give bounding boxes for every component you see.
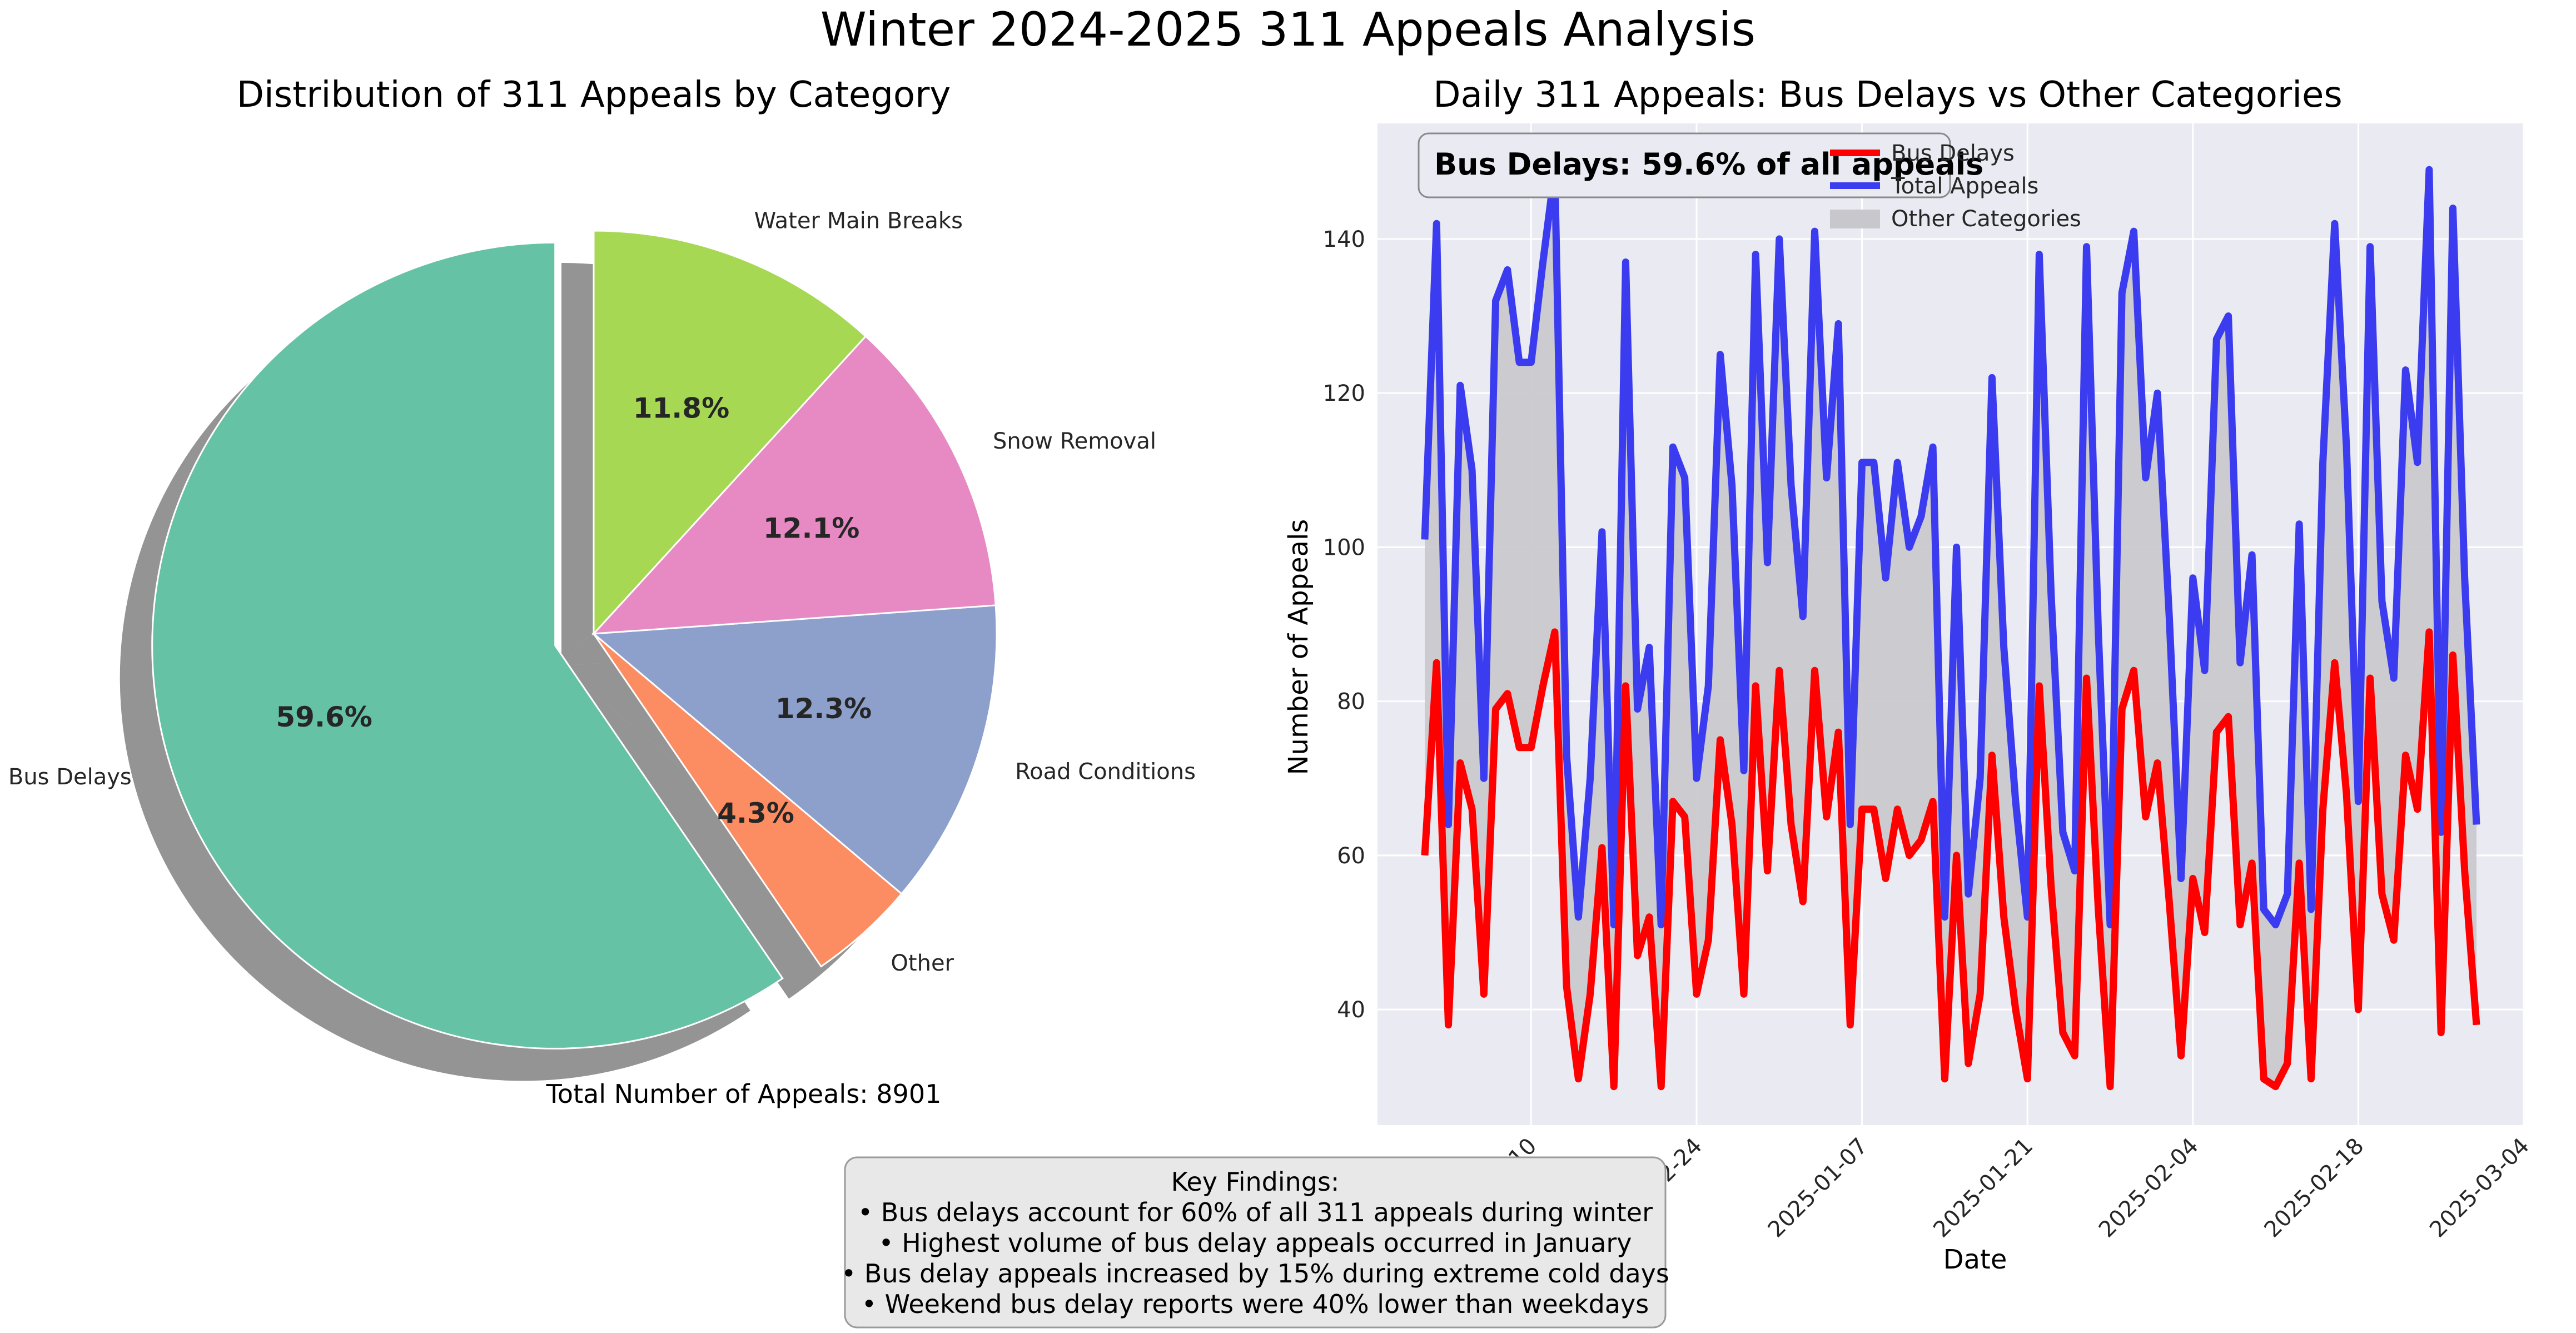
pie-pct-label-snow-removal: 12.1%: [763, 513, 859, 545]
x-tick-label-2025-02-04: 2025-02-04: [2094, 1133, 2204, 1243]
y-axis-ticks: 40 60 80 100 120 140: [1323, 227, 1365, 1023]
pie-slice-road-conditions: [591, 604, 998, 895]
x-axis-label: Date: [1943, 1244, 2007, 1275]
annotation-box: Bus Delays: 59.6% of all appeals: [1418, 132, 1983, 198]
annotation-text: Bus Delays: 59.6% of all appeals: [1434, 147, 1983, 182]
y-tick-label-80: 80: [1337, 689, 1365, 715]
y-tick-label-140: 140: [1323, 227, 1365, 252]
figure-title: Winter 2024-2025 311 Appeals Analysis: [820, 2, 1756, 57]
pie-label-other: Other: [891, 951, 954, 976]
key-findings-box: Key Findings: • Bus delays account for 6…: [841, 1156, 1669, 1329]
pie-slice-bus-delays: [151, 241, 784, 1050]
pie-pct-label-other: 4.3%: [717, 797, 794, 829]
pie-label-water-main-breaks: Water Main Breaks: [754, 208, 963, 234]
y-tick-label-60: 60: [1337, 843, 1365, 869]
total-appeals-line: [1421, 166, 2480, 929]
annotation-frame: [1418, 132, 1951, 198]
total-appeals-text: Total Number of Appeals: 8901: [546, 1079, 942, 1109]
pie-slices: [151, 230, 998, 1050]
key-findings-frame: [844, 1156, 1667, 1329]
line-chart-title: Daily 311 Appeals: Bus Delays vs Other C…: [1433, 74, 2342, 116]
y-tick-label-120: 120: [1323, 381, 1365, 406]
legend-other-categories-label: Other Categories: [1891, 206, 2081, 232]
bus-delays-line: [1421, 628, 2480, 1091]
key-finding-2: • Highest volume of bus delay appeals oc…: [878, 1228, 1632, 1258]
x-tick-label-2025-03-04: 2025-03-04: [2425, 1133, 2534, 1243]
pie-slice-water-main-breaks: [593, 230, 867, 636]
pie-labels: 59.6% Bus Delays 4.3% Other 12.3% Road Condit…: [8, 208, 1196, 976]
legend: Bus Delays Total Appeals Other Categorie…: [1830, 141, 2081, 232]
pie-chart-title: Distribution of 311 Appeals by Category: [237, 74, 951, 116]
pie-pct-label-water-main-breaks: 11.8%: [633, 392, 729, 424]
pie-pct-label-road-conditions: 12.3%: [775, 693, 872, 725]
legend-other-categories-swatch: [1830, 210, 1880, 228]
key-finding-1: • Bus delays account for 60% of all 311 …: [858, 1197, 1653, 1227]
pie-chart: Distribution of 311 Appeals by Category …: [8, 74, 1196, 1109]
line-chart: Daily 311 Appeals: Bus Delays vs Other C…: [1283, 74, 2534, 1275]
x-tick-label-2025-02-18: 2025-02-18: [2260, 1133, 2369, 1243]
pie-pct-label-bus-delays: 59.6%: [276, 701, 372, 733]
key-finding-4: • Weekend bus delay reports were 40% low…: [862, 1289, 1649, 1319]
key-finding-3: • Bus delay appeals increased by 15% dur…: [841, 1259, 1669, 1289]
legend-bus-delays-label: Bus Delays: [1891, 141, 2015, 166]
y-tick-label-40: 40: [1337, 997, 1365, 1023]
x-tick-label-2025-01-07: 2025-01-07: [1763, 1133, 1873, 1243]
pie-slice-snow-removal: [591, 335, 997, 635]
key-findings-title: Key Findings:: [1171, 1167, 1340, 1197]
pie-label-bus-delays: Bus Delays: [8, 764, 132, 790]
pie-slice-other: [593, 633, 903, 968]
x-tick-label-2025-01-21: 2025-01-21: [1928, 1133, 2038, 1243]
pie-label-snow-removal: Snow Removal: [993, 429, 1156, 454]
legend-total-appeals-label: Total Appeals: [1891, 173, 2038, 199]
y-axis-label: Number of Appeals: [1283, 519, 1314, 775]
y-tick-label-100: 100: [1323, 535, 1365, 560]
pie-label-road-conditions: Road Conditions: [1015, 759, 1196, 784]
